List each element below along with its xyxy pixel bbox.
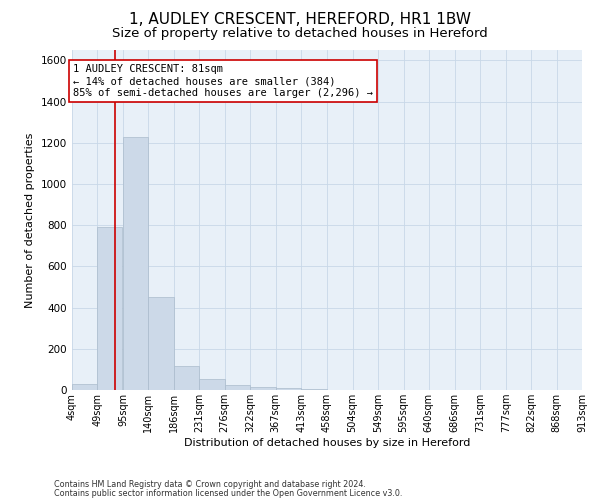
Bar xyxy=(250,387,275,390)
Bar xyxy=(148,298,173,390)
Bar xyxy=(72,384,97,390)
Y-axis label: Number of detached properties: Number of detached properties xyxy=(25,132,35,308)
Text: Size of property relative to detached houses in Hereford: Size of property relative to detached ho… xyxy=(112,28,488,40)
Bar xyxy=(123,136,148,390)
Text: 1 AUDLEY CRESCENT: 81sqm
← 14% of detached houses are smaller (384)
85% of semi-: 1 AUDLEY CRESCENT: 81sqm ← 14% of detach… xyxy=(73,64,373,98)
Bar xyxy=(97,227,122,390)
Text: 1, AUDLEY CRESCENT, HEREFORD, HR1 1BW: 1, AUDLEY CRESCENT, HEREFORD, HR1 1BW xyxy=(129,12,471,28)
Bar xyxy=(224,385,250,390)
Text: Contains HM Land Registry data © Crown copyright and database right 2024.: Contains HM Land Registry data © Crown c… xyxy=(54,480,366,489)
Bar xyxy=(301,389,327,390)
Text: Contains public sector information licensed under the Open Government Licence v3: Contains public sector information licen… xyxy=(54,489,403,498)
X-axis label: Distribution of detached houses by size in Hereford: Distribution of detached houses by size … xyxy=(184,438,470,448)
Bar xyxy=(275,388,301,390)
Bar xyxy=(199,378,224,390)
Bar xyxy=(174,366,199,390)
